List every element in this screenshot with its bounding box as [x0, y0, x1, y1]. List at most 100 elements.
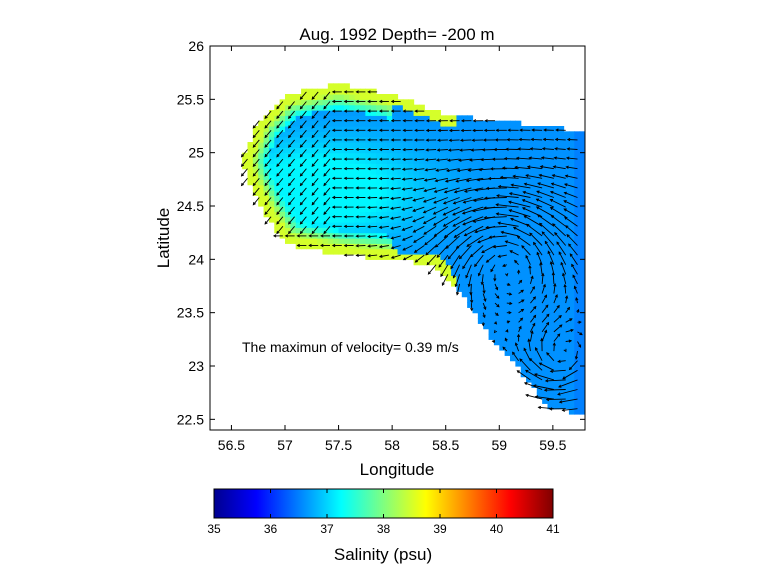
- salinity-cell: [392, 131, 399, 138]
- salinity-cell: [370, 238, 377, 244]
- salinity-cell: [574, 291, 581, 298]
- salinity-cell: [477, 120, 484, 127]
- velocity-arrow-head: [299, 96, 303, 100]
- velocity-arrow: [323, 101, 331, 109]
- salinity-cell: [252, 142, 259, 148]
- salinity-cell: [520, 254, 527, 260]
- salinity-cell: [354, 152, 361, 159]
- salinity-cell: [579, 350, 585, 356]
- salinity-cell: [477, 259, 484, 266]
- velocity-arrow: [264, 187, 272, 196]
- velocity-arrow-head: [323, 173, 327, 177]
- salinity-cell: [306, 104, 313, 111]
- salinity-cell: [461, 184, 468, 191]
- velocity-arrow: [501, 231, 519, 237]
- velocity-arrow: [323, 130, 331, 138]
- velocity-arrow: [564, 183, 578, 189]
- salinity-cell: [542, 280, 549, 287]
- salinity-cell: [558, 392, 565, 399]
- salinity-cell: [552, 200, 559, 207]
- salinity-cell: [268, 174, 275, 180]
- velocity-arrow: [526, 223, 543, 237]
- salinity-cell: [552, 366, 559, 372]
- salinity-cell: [558, 339, 565, 346]
- salinity-cell: [574, 403, 581, 410]
- salinity-cell: [467, 174, 474, 180]
- salinity-cell: [370, 147, 377, 154]
- salinity-cell: [445, 238, 452, 244]
- velocity-arrow: [555, 138, 566, 141]
- salinity-cell: [542, 206, 549, 212]
- salinity-cell: [467, 302, 474, 308]
- salinity-cell: [322, 88, 329, 95]
- salinity-cell: [488, 142, 495, 148]
- salinity-cell: [376, 142, 383, 148]
- salinity-cell: [311, 195, 318, 202]
- salinity-cell: [418, 147, 425, 154]
- velocity-arrow: [433, 197, 449, 204]
- velocity-arrow-head: [462, 222, 466, 226]
- velocity-arrow-head: [299, 115, 303, 120]
- velocity-arrow-head: [499, 175, 504, 179]
- velocity-arrow-head: [445, 245, 449, 249]
- salinity-cell: [386, 136, 393, 143]
- salinity-cell: [445, 131, 452, 138]
- salinity-cell: [279, 206, 286, 212]
- salinity-cell: [547, 126, 554, 132]
- salinity-cell: [338, 115, 345, 122]
- velocity-arrow-head: [412, 219, 416, 223]
- velocity-arrow-head: [525, 393, 529, 398]
- salinity-cell: [552, 270, 559, 276]
- salinity-cell: [333, 131, 340, 138]
- salinity-cell: [402, 195, 409, 202]
- velocity-arrow-head: [449, 119, 453, 123]
- salinity-cell: [499, 195, 506, 202]
- salinity-cell: [274, 158, 281, 164]
- salinity-cell: [568, 408, 575, 415]
- salinity-cell: [579, 286, 585, 292]
- salinity-cell: [268, 152, 275, 159]
- salinity-cell: [386, 222, 393, 228]
- salinity-cell: [579, 376, 585, 383]
- salinity-cell: [531, 211, 538, 218]
- velocity-arrow: [504, 158, 519, 160]
- salinity-cell: [456, 238, 463, 244]
- salinity-cell: [542, 275, 549, 282]
- salinity-cell: [456, 227, 463, 234]
- salinity-cell: [370, 94, 377, 100]
- salinity-cell: [558, 275, 565, 282]
- salinity-cell: [526, 227, 533, 234]
- salinity-cell: [306, 131, 313, 138]
- salinity-cell: [552, 163, 559, 170]
- salinity-cell: [504, 222, 511, 228]
- salinity-cell: [488, 248, 495, 255]
- salinity-cell: [435, 179, 441, 186]
- salinity-cell: [376, 190, 383, 196]
- velocity-arrow-head: [536, 190, 540, 194]
- salinity-cell: [333, 179, 340, 186]
- salinity-cell: [461, 254, 468, 260]
- salinity-cell: [531, 334, 538, 340]
- salinity-cell: [526, 254, 533, 260]
- salinity-cell: [349, 142, 356, 148]
- salinity-cell: [515, 307, 522, 314]
- salinity-cell: [483, 184, 490, 191]
- salinity-cell: [327, 126, 334, 132]
- salinity-cell: [268, 195, 275, 202]
- salinity-cell: [456, 286, 463, 292]
- velocity-arrow-head: [563, 191, 567, 195]
- salinity-cell: [547, 296, 554, 303]
- salinity-cell: [440, 254, 447, 260]
- velocity-arrow: [524, 382, 543, 390]
- salinity-cell: [295, 206, 302, 212]
- velocity-arrow-head: [562, 376, 566, 380]
- velocity-arrow: [379, 245, 389, 248]
- velocity-arrow: [565, 329, 574, 333]
- velocity-arrow: [575, 351, 578, 359]
- salinity-cell: [558, 382, 565, 388]
- salinity-cell: [520, 318, 527, 324]
- salinity-cell: [488, 227, 495, 234]
- velocity-arrow-head: [412, 198, 416, 202]
- x-tick-label: 58: [384, 437, 400, 453]
- salinity-cell: [536, 339, 543, 346]
